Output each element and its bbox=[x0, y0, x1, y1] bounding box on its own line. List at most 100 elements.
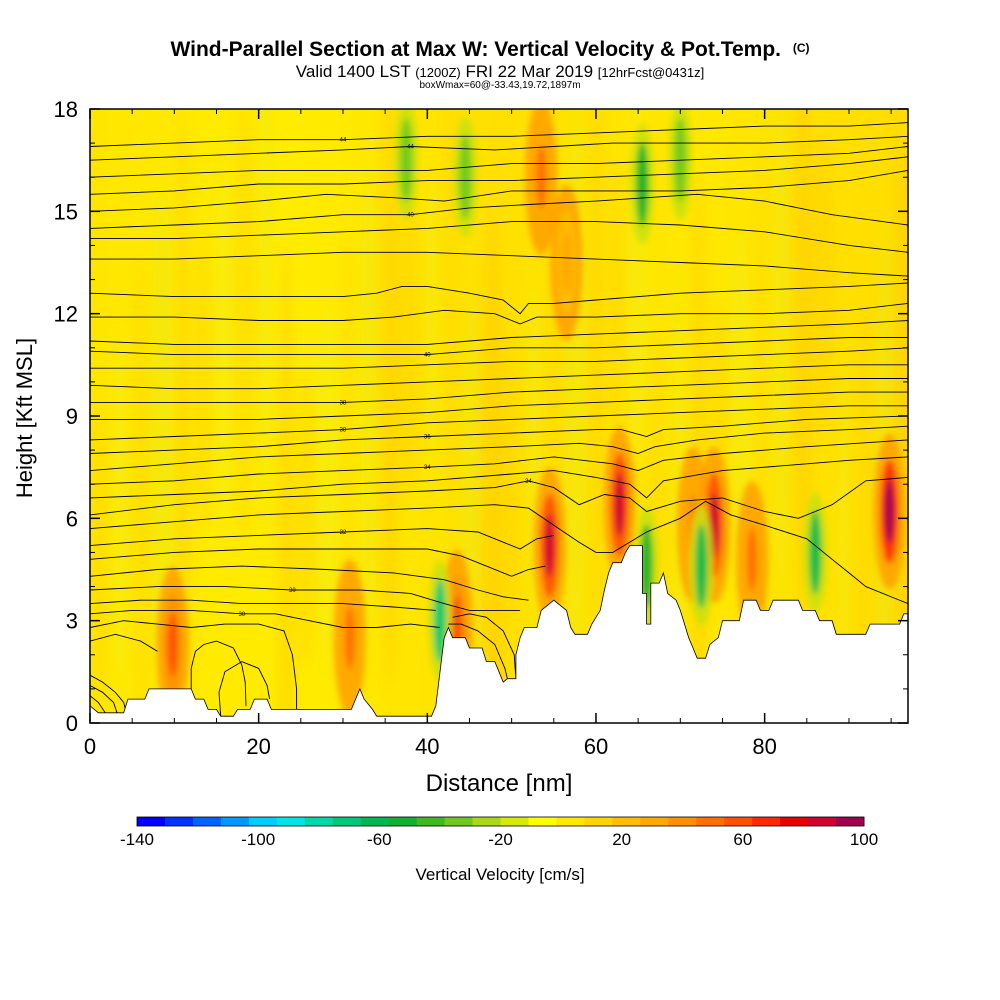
downdraft-cell bbox=[459, 135, 472, 220]
updraft-cell-core bbox=[614, 472, 625, 537]
colorbar-swatch bbox=[248, 817, 278, 826]
isentrope-line bbox=[90, 565, 529, 601]
isentrope-label: 38 bbox=[340, 400, 347, 406]
colorbar-swatch bbox=[640, 817, 669, 826]
colorbar-swatch bbox=[388, 817, 418, 826]
x-axis-label: Distance [nm] bbox=[426, 770, 573, 797]
isentrope-line bbox=[90, 695, 106, 714]
isentrope-label: 38 bbox=[340, 428, 347, 434]
isentrope-label: 40 bbox=[424, 353, 431, 359]
colorbar-swatch bbox=[192, 817, 222, 826]
velocity-streak bbox=[398, 197, 423, 498]
velocity-streak bbox=[214, 157, 235, 538]
velocity-streak bbox=[589, 109, 602, 658]
velocity-streak bbox=[424, 123, 437, 504]
isentrope-line bbox=[90, 122, 908, 147]
isentrope-line bbox=[90, 415, 908, 454]
isentrope-line bbox=[90, 609, 441, 628]
colorbar-swatch bbox=[220, 817, 250, 826]
x-tick-label: 80 bbox=[752, 734, 776, 759]
y-tick-label: 9 bbox=[66, 404, 78, 429]
isentrope-line bbox=[218, 661, 271, 717]
colorbar-label: Vertical Velocity [cm/s] bbox=[415, 865, 584, 884]
updraft-cell-core bbox=[344, 605, 355, 670]
downdraft-cell bbox=[809, 510, 822, 595]
isentrope-label: 30 bbox=[289, 588, 296, 594]
updraft-cell-core bbox=[544, 513, 555, 578]
colorbar-swatch bbox=[528, 817, 557, 826]
colorbar-swatch bbox=[360, 817, 390, 826]
colorbar-swatch bbox=[416, 817, 446, 826]
isentrope-line bbox=[90, 439, 908, 485]
y-tick-label: 12 bbox=[54, 302, 78, 327]
downdraft-cell bbox=[695, 524, 708, 609]
colorbar-swatch bbox=[780, 817, 809, 826]
plot-area: 44 44 40 40 38 38 36 34 34 32 30 30 bbox=[90, 109, 908, 723]
velocity-streak bbox=[131, 254, 152, 715]
velocity-streak bbox=[315, 294, 340, 675]
isentrope-line bbox=[452, 613, 517, 679]
colorbar-tick-label: -60 bbox=[367, 830, 392, 849]
isentrope-line bbox=[90, 251, 908, 277]
velocity-streak bbox=[837, 362, 850, 723]
colorbar-tick-label: 100 bbox=[850, 830, 878, 849]
colorbar-swatch bbox=[556, 817, 585, 826]
colorbar-swatch bbox=[164, 817, 194, 826]
isentrope-line bbox=[90, 282, 908, 315]
colorbar-swatch bbox=[137, 817, 166, 826]
colorbar-tick-label: -140 bbox=[120, 830, 154, 849]
isentrope-line bbox=[90, 364, 908, 390]
chart-title: Wind-Parallel Section at Max W: Vertical… bbox=[170, 38, 809, 61]
velocity-streak bbox=[480, 208, 505, 723]
isentrope-line bbox=[90, 548, 546, 577]
velocity-streak bbox=[195, 231, 212, 532]
y-tick-label: 0 bbox=[66, 711, 78, 736]
isentrope-line bbox=[90, 685, 118, 713]
colorbar-swatch bbox=[444, 817, 474, 826]
updraft-cell-core bbox=[746, 527, 757, 592]
chart-title-tag: (C) bbox=[793, 41, 810, 55]
isentrope-line bbox=[90, 135, 908, 161]
isentrope-line bbox=[90, 500, 908, 605]
velocity-streak bbox=[608, 163, 625, 464]
isentrope-line bbox=[90, 347, 908, 369]
downdraft-cell bbox=[400, 118, 413, 203]
colorbar-swatch bbox=[668, 817, 697, 826]
velocity-streak bbox=[296, 368, 317, 669]
colorbar-tick-label: -20 bbox=[488, 830, 513, 849]
x-tick-label: 20 bbox=[246, 734, 270, 759]
velocity-streak bbox=[112, 328, 129, 709]
isentrope-label: 44 bbox=[407, 145, 414, 151]
colorbar-swatch bbox=[724, 817, 753, 826]
velocity-streak bbox=[278, 242, 295, 723]
y-tick-label: 6 bbox=[66, 506, 78, 531]
chart-subtitle: Valid 1400 LST (1200Z) FRI 22 Mar 2019 [… bbox=[296, 62, 704, 81]
colorbar-swatch bbox=[808, 817, 837, 826]
downdraft-cell bbox=[433, 578, 446, 663]
isentrope-line bbox=[190, 640, 247, 706]
colorbar-swatch bbox=[696, 817, 725, 826]
isentrope-line bbox=[90, 146, 908, 178]
isentrope-line bbox=[90, 391, 908, 420]
isentrope-line bbox=[90, 674, 127, 713]
isentrope-line bbox=[90, 633, 158, 652]
isentrope-label: 34 bbox=[424, 465, 431, 471]
velocity-streak bbox=[811, 129, 836, 430]
updraft-cell-core bbox=[167, 612, 178, 677]
isentrope-line bbox=[90, 586, 521, 611]
downdraft-cell bbox=[636, 142, 649, 227]
colorbar-swatch bbox=[836, 817, 865, 826]
colorbar-tick-label: 20 bbox=[612, 830, 631, 849]
terrain-layer bbox=[90, 545, 908, 723]
colorbar-swatch bbox=[500, 817, 529, 826]
colorbar-swatch bbox=[472, 817, 501, 826]
isentrope-line bbox=[90, 456, 908, 499]
downdraft-cell bbox=[640, 524, 653, 609]
terrain-profile bbox=[90, 545, 908, 723]
y-tick-label: 18 bbox=[54, 97, 78, 122]
isentrope-label: 30 bbox=[238, 612, 245, 618]
velocity-streak bbox=[443, 109, 460, 510]
updraft-cell-core bbox=[536, 145, 547, 210]
